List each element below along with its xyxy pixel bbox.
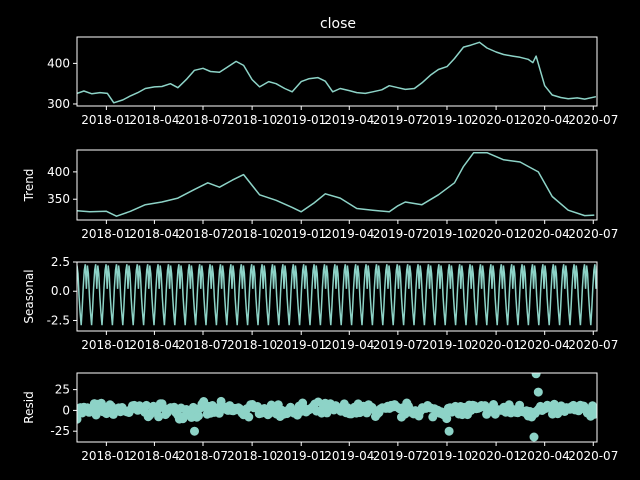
x-tick-label: 2019-10 (422, 449, 472, 463)
panel-frame (76, 372, 598, 443)
x-tick-label: 2018-07 (178, 449, 228, 463)
x-tick-label: 2019-10 (422, 338, 472, 352)
x-tick-label: 2019-04 (324, 449, 374, 463)
panel-1: 3004002018-012018-042018-072018-102019-0… (47, 36, 618, 127)
resid-point (253, 402, 262, 411)
panel-data (77, 151, 595, 217)
panel-3: 2.50.0-2.5Seasonal2018-012018-042018-072… (22, 255, 618, 352)
panel-frame (76, 36, 598, 107)
resid-point (444, 426, 454, 436)
figure-title: close (320, 16, 356, 32)
x-tick-label: 2018-01 (81, 449, 131, 463)
y-tick-label: 25 (55, 383, 70, 397)
y-axis-label: Seasonal (22, 269, 36, 323)
x-tick-label: 2018-04 (129, 449, 179, 463)
y-tick-label: 0 (62, 403, 70, 417)
y-axis-label: Trend (22, 169, 36, 203)
x-tick-label: 2019-07 (373, 449, 423, 463)
y-tick-label: -2.5 (47, 313, 70, 327)
y-tick-label: -25 (50, 424, 70, 438)
resid-point (244, 412, 254, 422)
x-tick-label: 2020-01 (471, 227, 521, 241)
x-tick-label: 2019-04 (324, 338, 374, 352)
x-tick-label: 2018-07 (178, 338, 228, 352)
panel-data (77, 264, 597, 326)
resid-point (529, 432, 539, 442)
x-tick-label: 2018-01 (81, 227, 131, 241)
resid-point (428, 412, 438, 422)
x-tick-label: 2020-01 (471, 113, 521, 127)
x-tick-label: 2018-04 (129, 338, 179, 352)
x-tick-label: 2019-04 (324, 113, 374, 127)
resid-point (154, 412, 164, 422)
panel-4: 250-25Resid2018-012018-042018-072018-102… (22, 372, 618, 463)
x-tick-label: 2018-04 (129, 113, 179, 127)
resid-point (141, 400, 151, 410)
y-tick-label: 300 (47, 97, 70, 111)
x-tick-label: 2020-07 (568, 227, 618, 241)
resid-point (533, 387, 543, 397)
x-tick-label: 2020-04 (520, 449, 570, 463)
x-tick-label: 2019-10 (422, 113, 472, 127)
y-tick-label: 400 (47, 165, 70, 179)
x-tick-label: 2019-07 (373, 227, 423, 241)
y-tick-label: 2.5 (51, 255, 70, 269)
x-tick-label: 2020-04 (520, 338, 570, 352)
resid-point (190, 426, 199, 436)
panel-frame (76, 149, 598, 221)
close-price-line (77, 41, 597, 104)
x-tick-label: 2018-10 (227, 449, 277, 463)
x-tick-label: 2019-10 (422, 227, 472, 241)
x-tick-label: 2020-07 (568, 113, 618, 127)
resid-point (531, 373, 541, 379)
trend-line (77, 151, 595, 217)
resid-point (591, 404, 597, 414)
x-tick-label: 2020-07 (568, 449, 618, 463)
x-tick-label: 2019-07 (373, 338, 423, 352)
x-tick-label: 2018-10 (227, 338, 277, 352)
panel-2: 350400Trend2018-012018-042018-072018-102… (22, 149, 618, 241)
resid-point (194, 411, 203, 421)
x-tick-label: 2020-01 (471, 449, 521, 463)
x-tick-label: 2018-07 (178, 113, 228, 127)
x-tick-label: 2018-04 (129, 227, 179, 241)
x-tick-label: 2018-10 (227, 113, 277, 127)
x-tick-label: 2019-01 (276, 449, 326, 463)
y-tick-label: 350 (47, 192, 70, 206)
x-tick-label: 2019-07 (373, 113, 423, 127)
x-tick-label: 2020-07 (568, 338, 618, 352)
x-tick-label: 2019-01 (276, 227, 326, 241)
x-tick-label: 2018-10 (227, 227, 277, 241)
x-tick-label: 2020-04 (520, 227, 570, 241)
y-tick-label: 0.0 (51, 284, 70, 298)
seasonal-line (77, 264, 597, 326)
x-tick-label: 2018-01 (81, 113, 131, 127)
x-tick-label: 2019-01 (276, 338, 326, 352)
x-tick-label: 2020-04 (520, 113, 570, 127)
x-tick-label: 2018-07 (178, 227, 228, 241)
x-tick-label: 2019-04 (324, 227, 374, 241)
resid-point (442, 414, 452, 424)
x-tick-label: 2020-01 (471, 338, 521, 352)
x-tick-label: 2019-01 (276, 113, 326, 127)
panel-data (77, 41, 597, 104)
y-tick-label: 400 (47, 56, 70, 70)
panel-data (77, 373, 597, 442)
x-tick-label: 2018-01 (81, 338, 131, 352)
y-axis-label: Resid (22, 391, 36, 423)
panel-frame (76, 261, 598, 332)
